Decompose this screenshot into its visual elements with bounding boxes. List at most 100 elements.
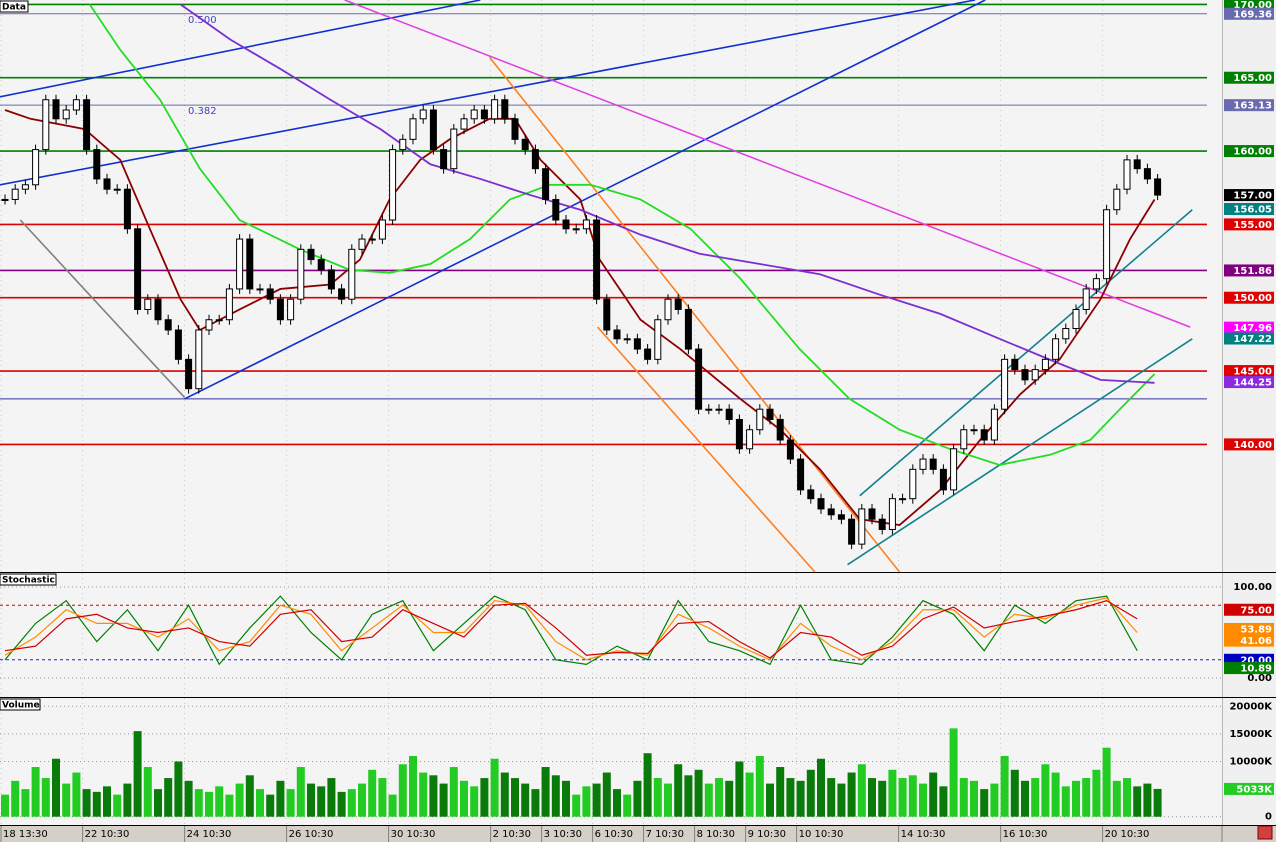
volume-bar bbox=[511, 778, 519, 817]
volume-bar bbox=[694, 769, 703, 817]
candle bbox=[1021, 369, 1029, 381]
price-marker-label: 145.00 bbox=[1233, 367, 1272, 378]
volume-bar bbox=[164, 778, 173, 817]
value-marker-box bbox=[1224, 634, 1274, 647]
value-marker-label: 157.00 bbox=[1233, 191, 1272, 202]
price-marker-label: 169.36 bbox=[1233, 9, 1272, 20]
volume-bar bbox=[460, 780, 468, 817]
volume-bar bbox=[755, 755, 764, 817]
candle bbox=[1041, 358, 1049, 371]
candle bbox=[1113, 188, 1121, 211]
candle bbox=[1062, 328, 1070, 340]
candle bbox=[21, 184, 29, 190]
volume-bar bbox=[62, 783, 71, 817]
value-marker-label: 144.25 bbox=[1233, 378, 1272, 389]
candle bbox=[215, 319, 223, 322]
candle bbox=[154, 298, 162, 321]
candle bbox=[419, 109, 427, 120]
volume-bar bbox=[490, 758, 499, 817]
volume-bar bbox=[194, 789, 203, 817]
candle bbox=[1143, 168, 1151, 180]
volume-bar bbox=[1123, 778, 1131, 817]
volume-bar bbox=[1102, 747, 1111, 817]
candle bbox=[287, 298, 295, 321]
candle bbox=[776, 418, 784, 441]
volume-bar bbox=[847, 772, 856, 817]
candle bbox=[695, 348, 703, 410]
volume-bar bbox=[429, 775, 438, 817]
volume-bar bbox=[143, 767, 152, 817]
volume-bar bbox=[92, 791, 101, 817]
candle bbox=[52, 99, 60, 120]
volume-bar bbox=[1000, 755, 1009, 817]
volume-bar bbox=[643, 753, 652, 817]
candle bbox=[42, 99, 50, 151]
plot-area bbox=[0, 0, 1222, 572]
y-tick-label: 0.00 bbox=[1247, 673, 1272, 684]
panel-title-box bbox=[0, 573, 57, 586]
fib-label: 0.382 bbox=[188, 106, 217, 117]
volume-bar bbox=[368, 769, 377, 817]
candle bbox=[93, 149, 101, 180]
volume-bar bbox=[205, 791, 213, 817]
price-marker-label: 165.00 bbox=[1233, 73, 1272, 84]
volume-bar bbox=[521, 783, 530, 817]
volume-bar bbox=[908, 775, 917, 817]
corner-button[interactable] bbox=[1257, 825, 1273, 840]
price-marker-box bbox=[1224, 291, 1274, 304]
stochastic-line bbox=[4, 600, 1138, 659]
volume-bar bbox=[1082, 778, 1091, 817]
volume-bar bbox=[623, 794, 632, 817]
volume-bar bbox=[704, 783, 713, 817]
volume-bar bbox=[123, 783, 132, 817]
candle bbox=[409, 118, 417, 140]
volume-bar bbox=[480, 778, 489, 817]
value-marker-box bbox=[1224, 622, 1274, 635]
volume-bar bbox=[245, 775, 254, 817]
candle bbox=[817, 498, 825, 510]
candle bbox=[990, 408, 998, 441]
x-tick-label: 3 10:30 bbox=[544, 829, 582, 840]
volume-bar bbox=[1031, 778, 1040, 817]
candle bbox=[83, 99, 91, 151]
panel-title-box bbox=[0, 698, 41, 711]
trendline bbox=[597, 326, 816, 572]
x-tick-label: 14 10:30 bbox=[901, 829, 946, 840]
candle bbox=[715, 408, 723, 411]
volume-bar bbox=[235, 783, 244, 817]
candle bbox=[562, 219, 570, 230]
candle bbox=[103, 178, 111, 190]
candle bbox=[552, 198, 560, 221]
candle bbox=[521, 138, 529, 151]
volume-bar bbox=[41, 778, 50, 817]
stochastic-line bbox=[4, 595, 1138, 666]
candle bbox=[144, 298, 152, 310]
price-marker-label: 151.86 bbox=[1233, 266, 1272, 277]
candle bbox=[113, 188, 121, 191]
candle bbox=[297, 248, 305, 300]
price-marker-box bbox=[1224, 99, 1274, 112]
volume-bar bbox=[11, 780, 20, 817]
value-marker-label: 5033K bbox=[1236, 784, 1273, 795]
candle bbox=[246, 238, 254, 290]
volume-bar bbox=[970, 780, 978, 817]
volume-bar bbox=[786, 778, 795, 817]
candle bbox=[491, 99, 499, 120]
volume-bar bbox=[857, 764, 866, 817]
candle bbox=[644, 348, 652, 360]
candle bbox=[62, 109, 70, 120]
candle bbox=[960, 429, 968, 450]
price-marker-box bbox=[1224, 0, 1274, 11]
volume-bar bbox=[307, 783, 315, 817]
candle bbox=[582, 219, 590, 230]
time-axis-strip bbox=[0, 825, 1276, 842]
candle bbox=[1123, 159, 1131, 190]
moving-average bbox=[4, 109, 1156, 527]
candle bbox=[266, 288, 274, 300]
volume-bar bbox=[378, 778, 387, 817]
value-marker-box bbox=[1224, 332, 1274, 345]
candle bbox=[195, 329, 203, 390]
candle bbox=[276, 298, 284, 321]
volume-bar bbox=[949, 728, 958, 817]
